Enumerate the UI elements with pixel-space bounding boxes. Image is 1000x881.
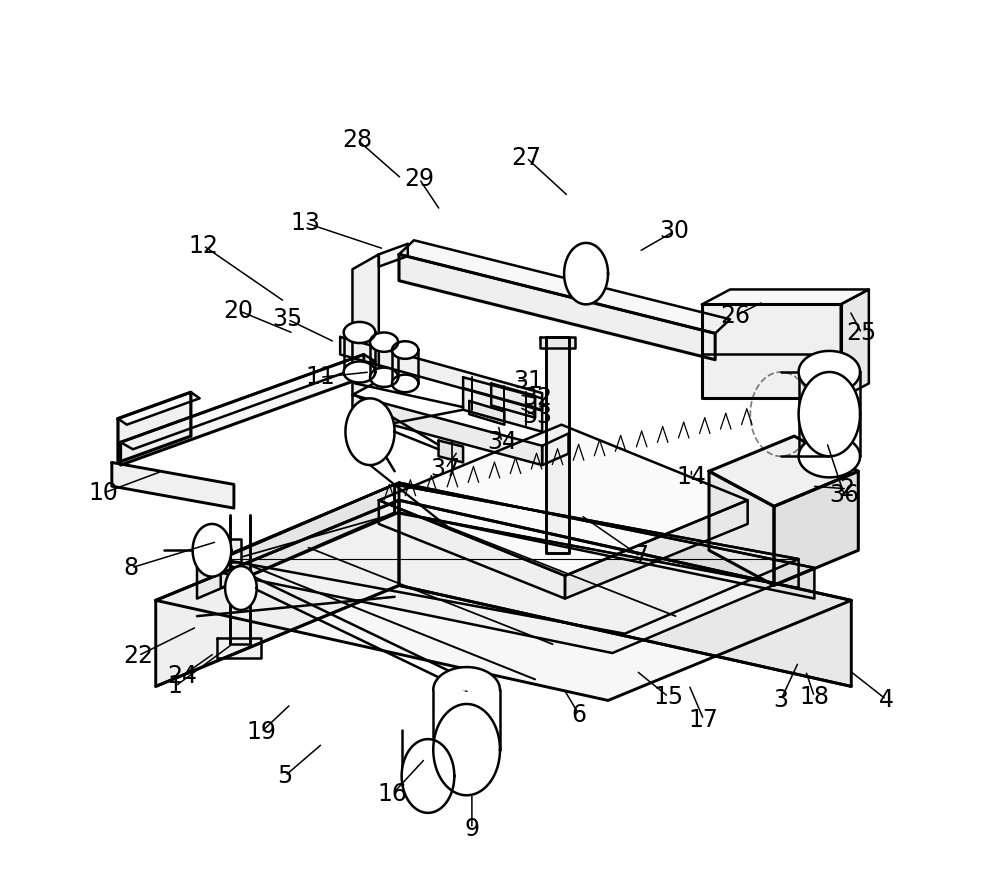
Polygon shape — [433, 704, 500, 796]
Polygon shape — [491, 383, 535, 418]
Polygon shape — [379, 244, 408, 267]
Polygon shape — [799, 372, 860, 456]
Polygon shape — [340, 337, 542, 411]
Polygon shape — [118, 392, 191, 463]
Text: 31: 31 — [513, 369, 543, 393]
Text: 29: 29 — [404, 167, 434, 191]
Polygon shape — [399, 483, 814, 598]
Polygon shape — [345, 398, 395, 465]
Text: 8: 8 — [124, 556, 139, 580]
Text: 9: 9 — [464, 817, 479, 840]
Text: 30: 30 — [659, 219, 689, 243]
Text: 28: 28 — [343, 128, 373, 152]
Text: 27: 27 — [511, 145, 541, 170]
Polygon shape — [221, 485, 799, 633]
Text: 11: 11 — [305, 366, 335, 389]
Text: 24: 24 — [167, 664, 197, 688]
Polygon shape — [469, 401, 504, 425]
Text: 6: 6 — [572, 702, 587, 727]
Polygon shape — [370, 332, 398, 352]
Polygon shape — [379, 425, 748, 576]
Polygon shape — [156, 500, 851, 700]
Polygon shape — [156, 500, 399, 686]
Text: 36: 36 — [829, 483, 859, 507]
Text: 35: 35 — [272, 307, 303, 331]
Polygon shape — [379, 500, 565, 598]
Polygon shape — [399, 500, 851, 686]
Polygon shape — [399, 241, 730, 333]
Polygon shape — [118, 392, 200, 425]
Polygon shape — [709, 471, 774, 585]
Polygon shape — [702, 290, 869, 304]
Polygon shape — [112, 463, 234, 508]
Polygon shape — [121, 354, 364, 465]
Polygon shape — [546, 337, 569, 553]
Text: 3: 3 — [774, 687, 789, 712]
Polygon shape — [799, 435, 860, 478]
Polygon shape — [392, 341, 418, 359]
Polygon shape — [344, 322, 375, 343]
Text: 18: 18 — [799, 685, 829, 709]
Polygon shape — [702, 304, 841, 398]
Polygon shape — [121, 354, 375, 449]
Polygon shape — [774, 471, 858, 585]
Text: 17: 17 — [689, 707, 719, 732]
Polygon shape — [542, 433, 569, 465]
Text: 1: 1 — [168, 674, 182, 699]
Text: 22: 22 — [123, 644, 153, 668]
Polygon shape — [402, 739, 454, 813]
Polygon shape — [370, 367, 398, 387]
Text: 10: 10 — [88, 481, 118, 505]
Text: 32: 32 — [522, 387, 552, 411]
Polygon shape — [392, 374, 418, 392]
Polygon shape — [221, 485, 395, 588]
Text: 26: 26 — [720, 304, 750, 328]
Polygon shape — [564, 243, 608, 304]
Text: 37: 37 — [431, 456, 461, 481]
Text: 5: 5 — [277, 764, 292, 788]
Polygon shape — [344, 361, 375, 382]
Polygon shape — [217, 539, 241, 562]
Polygon shape — [197, 483, 814, 653]
Polygon shape — [709, 436, 858, 507]
Text: 4: 4 — [879, 687, 894, 712]
Polygon shape — [439, 440, 463, 463]
Polygon shape — [399, 255, 715, 359]
Polygon shape — [540, 337, 575, 348]
Polygon shape — [197, 483, 399, 598]
Polygon shape — [799, 351, 860, 393]
Text: 2: 2 — [839, 477, 854, 500]
Text: 33: 33 — [522, 403, 552, 428]
Text: 7: 7 — [633, 544, 648, 568]
Text: 20: 20 — [223, 299, 253, 322]
Polygon shape — [217, 638, 261, 658]
Text: 16: 16 — [378, 781, 408, 805]
Polygon shape — [841, 290, 869, 398]
Text: 34: 34 — [487, 430, 517, 455]
Text: 19: 19 — [246, 720, 276, 744]
Text: 12: 12 — [188, 233, 218, 257]
Polygon shape — [352, 255, 379, 395]
Text: 25: 25 — [847, 322, 877, 345]
Polygon shape — [352, 395, 542, 465]
Polygon shape — [433, 667, 500, 690]
Text: 13: 13 — [290, 211, 320, 234]
Polygon shape — [193, 524, 231, 577]
Text: 15: 15 — [654, 685, 684, 709]
Polygon shape — [395, 485, 799, 588]
Text: 14: 14 — [677, 465, 706, 489]
Polygon shape — [463, 377, 542, 432]
Polygon shape — [565, 500, 748, 598]
Polygon shape — [225, 566, 257, 610]
